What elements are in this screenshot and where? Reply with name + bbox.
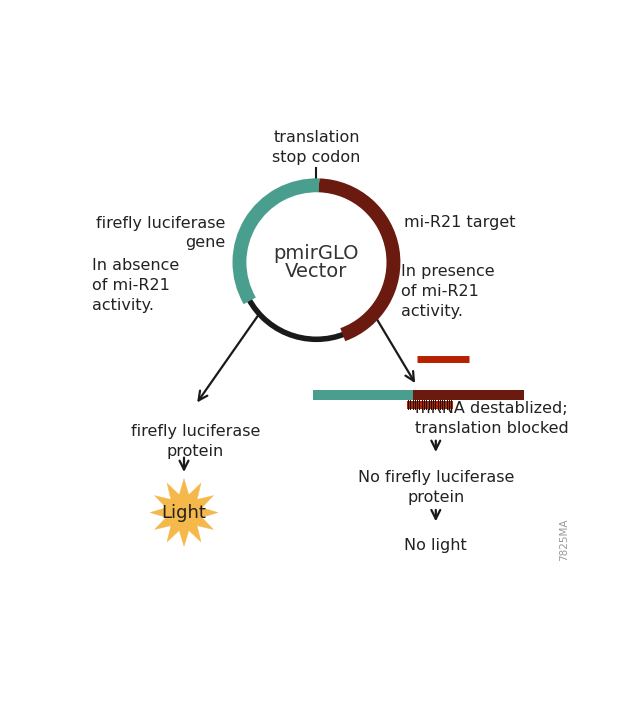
Bar (312, 390, 413, 400)
Polygon shape (150, 479, 218, 547)
Text: Light: Light (161, 503, 207, 522)
Text: pmirGLO: pmirGLO (274, 244, 359, 263)
Text: In presence
of mi-R21
activity.: In presence of mi-R21 activity. (401, 264, 495, 319)
Text: Vector: Vector (285, 262, 348, 281)
Bar (406, 401, 452, 408)
Text: mi-R21 target: mi-R21 target (404, 214, 516, 230)
Text: In absence
of mi-R21
activity.: In absence of mi-R21 activity. (92, 258, 180, 312)
Text: 7825MA: 7825MA (559, 518, 570, 561)
Text: firefly luciferase
gene: firefly luciferase gene (96, 216, 225, 251)
Text: firefly luciferase
protein: firefly luciferase protein (131, 424, 260, 459)
Bar (413, 390, 524, 400)
Text: mRNA destablized;
translation blocked: mRNA destablized; translation blocked (415, 401, 569, 436)
Text: No light: No light (404, 538, 467, 553)
Text: No firefly luciferase
protein: No firefly luciferase protein (358, 470, 514, 505)
Text: translation
stop codon: translation stop codon (272, 131, 360, 165)
